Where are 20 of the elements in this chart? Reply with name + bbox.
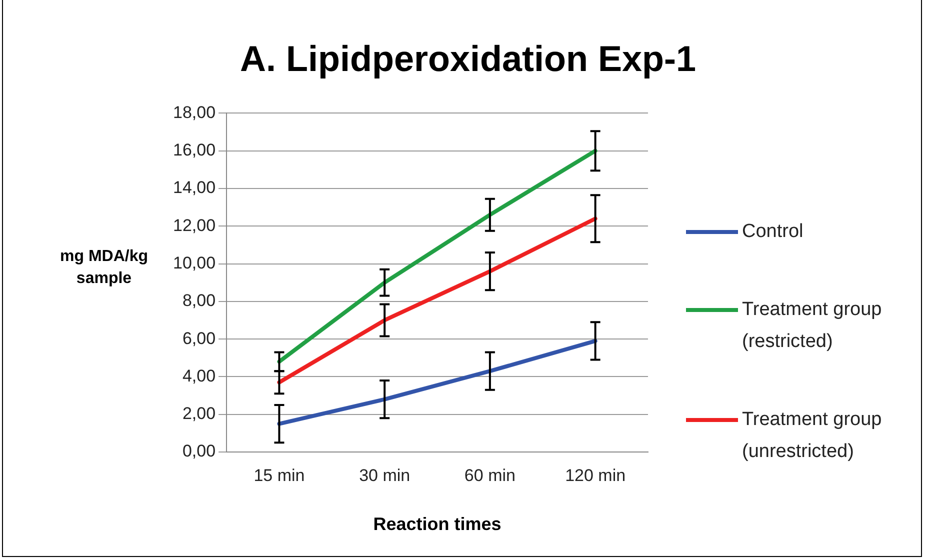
x-tick-label: 30 min xyxy=(359,466,410,485)
legend-label: Control xyxy=(741,220,804,244)
y-tick-label: 10,00 xyxy=(172,253,216,272)
x-tick-label: 120 min xyxy=(565,466,626,485)
y-tick-label: 8,00 xyxy=(182,291,216,310)
y-tick-label: 12,00 xyxy=(172,216,216,235)
chart-title: A. Lipidperoxidation Exp-1 xyxy=(238,38,698,80)
x-tick-label: 60 min xyxy=(464,466,516,485)
y-tick-label: 16,00 xyxy=(172,140,216,160)
y-tick-label: 6,00 xyxy=(182,328,216,348)
y-tick-label: 0,00 xyxy=(182,442,216,461)
y-axis-title: mg MDA/kg sample xyxy=(59,247,149,289)
y-tick-label: 4,00 xyxy=(182,366,216,386)
x-axis-title: Reaction times xyxy=(373,514,502,534)
y-tick-label: 14,00 xyxy=(172,178,216,198)
x-tick-label: 15 min xyxy=(254,466,305,485)
legend-label: Treatment group (restricted) xyxy=(741,298,883,354)
y-tick-label: 2,00 xyxy=(182,404,216,424)
y-tick-label: 18,00 xyxy=(172,102,216,122)
legend-label: Treatment group (unrestricted) xyxy=(741,408,883,464)
